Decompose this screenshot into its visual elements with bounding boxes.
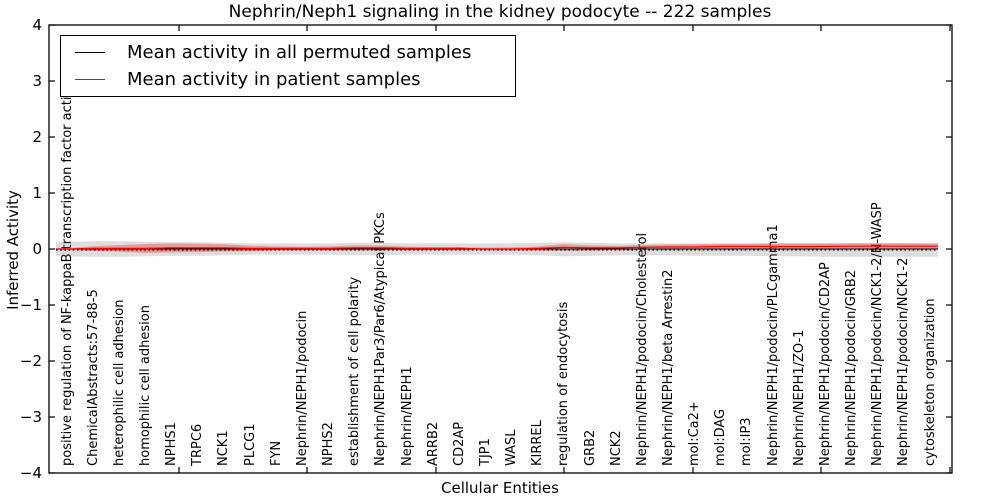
legend-label-permuted: Mean activity in all permuted samples <box>127 42 472 63</box>
legend-item-permuted: Mean activity in all permuted samples <box>61 42 515 63</box>
legend-item-patient: Mean activity in patient samples <box>61 69 515 90</box>
black-line-sample-icon <box>75 52 105 53</box>
red-line-sample-icon <box>75 79 105 80</box>
y-tick-label: −2 <box>19 352 42 370</box>
x-axis-label: Cellular Entities <box>441 479 559 497</box>
y-tick-label: 2 <box>32 128 42 146</box>
y-tick-label: 1 <box>32 184 42 202</box>
legend: Mean activity in all permuted samples Me… <box>60 35 516 97</box>
y-tick-label: 3 <box>32 72 42 90</box>
y-tick-label: −4 <box>19 464 42 482</box>
y-tick-label: 0 <box>32 240 42 258</box>
y-tick-label: −1 <box>19 296 42 314</box>
y-tick-label: −3 <box>19 408 42 426</box>
y-tick-label: 4 <box>32 16 42 34</box>
chart-title: Nephrin/Neph1 signaling in the kidney po… <box>228 2 772 22</box>
band-patient <box>56 243 938 253</box>
legend-label-patient: Mean activity in patient samples <box>127 69 421 90</box>
mean-patient-line <box>56 245 938 250</box>
